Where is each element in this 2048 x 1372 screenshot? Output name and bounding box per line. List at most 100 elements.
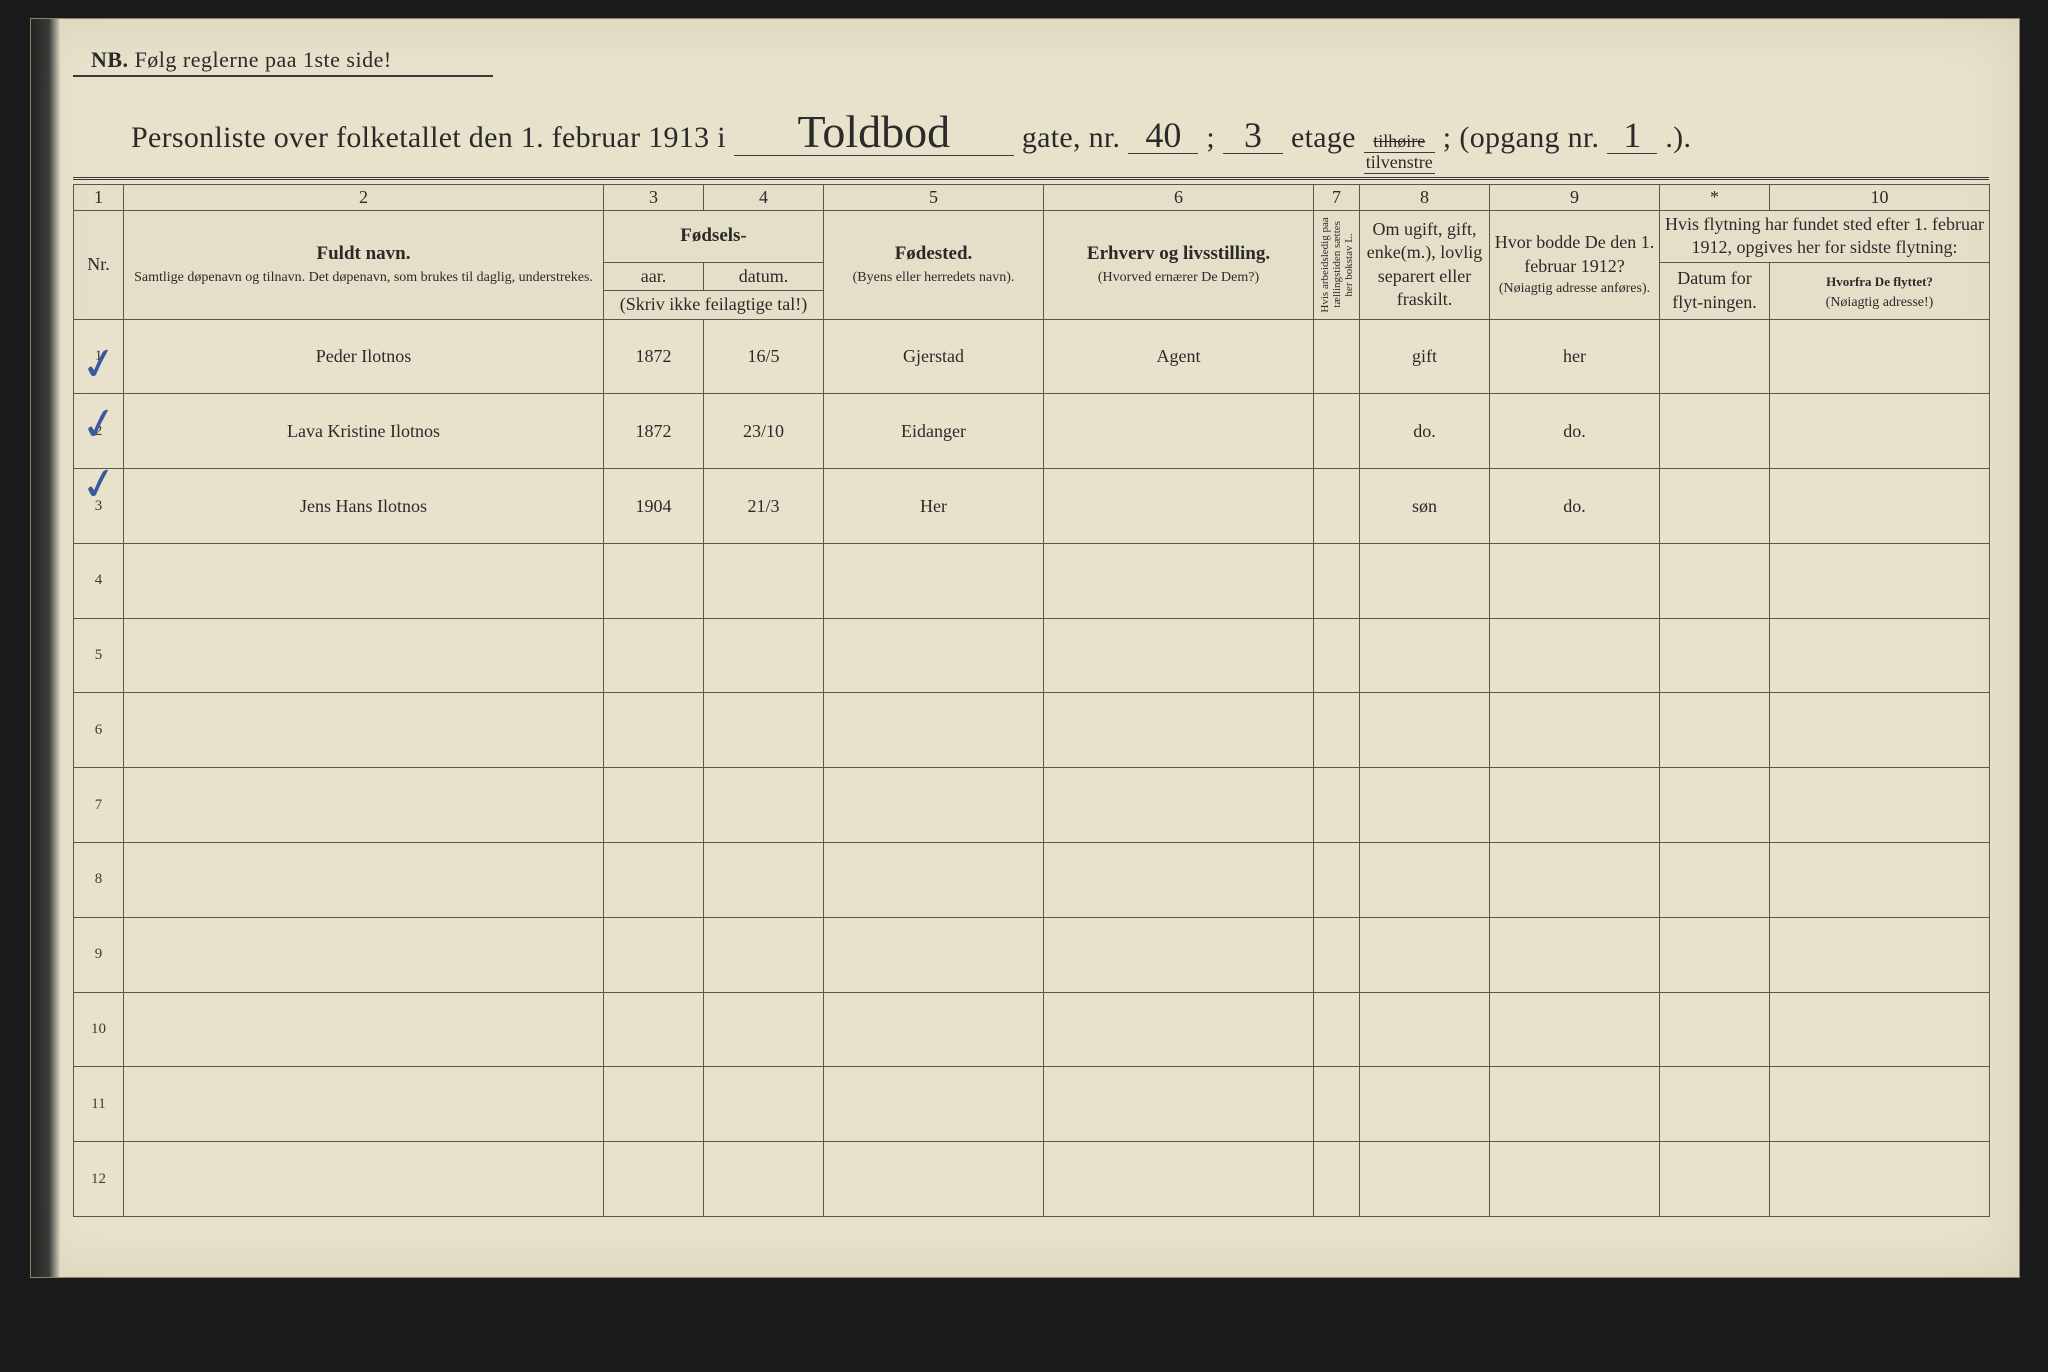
cell: 1 [74,319,124,394]
cell [1490,693,1660,768]
cell [704,843,824,918]
cell [604,917,704,992]
head-skriv-ikke: (Skriv ikke feilagtige tal!) [604,291,824,319]
head-col7: Hvis arbeidsledig paa tællingstiden sætt… [1314,211,1360,320]
cell [1660,543,1770,618]
cell: 4 [74,543,124,618]
cell [1490,1142,1660,1217]
cell [1660,843,1770,918]
cell: Peder Ilotnos [124,319,604,394]
head-erhverv-sub: (Hvorved ernærer De Dem?) [1048,269,1309,287]
cell [1314,469,1360,544]
header-lead: Personliste over folketallet den 1. febr… [131,121,726,155]
cell [604,1067,704,1142]
cell [704,992,824,1067]
cell [824,1067,1044,1142]
cell [704,1142,824,1217]
cell: 10 [74,992,124,1067]
colnum-9: 9 [1490,185,1660,211]
cell [704,1067,824,1142]
cell: gift [1360,319,1490,394]
cell [1770,618,1990,693]
cell: 8 [74,843,124,918]
table-row: 11 [74,1067,1990,1142]
cell [1490,992,1660,1067]
cell [1660,768,1770,843]
cell: 11 [74,1067,124,1142]
census-table-wrap: 1 2 3 4 5 6 7 8 9 * 10 Nr. Fuldt navn. [73,184,1989,1217]
cell [1314,1142,1360,1217]
gate-label: gate, nr. [1022,121,1121,155]
cell: 23/10 [704,394,824,469]
cell [1360,693,1490,768]
cell [1314,917,1360,992]
cell: 2 [74,394,124,469]
table-row: 3Jens Hans Ilotnos190421/3Hersøndo. [74,469,1990,544]
cell [1770,394,1990,469]
cell [1490,1067,1660,1142]
cell [824,618,1044,693]
nb-instruction: NB. Følg reglerne paa 1ste side! [91,47,392,73]
tilvenstre-label: tilvenstre [1364,152,1435,174]
cell [704,543,824,618]
semicolon: ; [1206,121,1215,155]
table-row: 7 [74,768,1990,843]
cell [1314,1067,1360,1142]
head-col10b-sub: (Nøiagtig adresse!) [1774,294,1985,312]
street-name-field: Toldbod [734,109,1014,156]
cell: do. [1360,394,1490,469]
cell [1770,992,1990,1067]
cell: 1872 [604,394,704,469]
head-aar: aar. [604,262,704,290]
cell [1314,768,1360,843]
head-erhverv: Erhverv og livsstilling. (Hvorved ernære… [1044,211,1314,320]
cell [1770,693,1990,768]
head-fodsels-b: Fødsels- [680,225,747,246]
cell [1770,843,1990,918]
table-row: 4 [74,543,1990,618]
cell [1770,917,1990,992]
cell [1044,618,1314,693]
head-datum: datum. [704,262,824,290]
cell: Her [824,469,1044,544]
cell: 12 [74,1142,124,1217]
cell [1770,1142,1990,1217]
head-col9: Hvor bodde De den 1. februar 1912? (Nøia… [1490,211,1660,320]
cell [1044,469,1314,544]
cell [1360,992,1490,1067]
cell [1770,1067,1990,1142]
semicolon2: ; [1443,121,1452,155]
head-col10-top: Hvis flytning har fundet sted efter 1. f… [1660,211,1990,263]
cell [1314,843,1360,918]
nb-bold: NB. [91,47,129,72]
head-col8: Om ugift, gift, enke(m.), lovlig separer… [1360,211,1490,320]
form-header: Personliste over folketallet den 1. febr… [131,109,1979,174]
cell [1360,843,1490,918]
cell [1660,394,1770,469]
cell [124,693,604,768]
opgang-close: .). [1665,121,1691,155]
cell [824,543,1044,618]
table-row: 8 [74,843,1990,918]
head-fodsels: Fødsels- [604,211,824,263]
colnum-star: * [1660,185,1770,211]
cell: Gjerstad [824,319,1044,394]
cell [1490,843,1660,918]
cell [604,768,704,843]
cell [1044,843,1314,918]
head-fodested-sub: (Byens eller herredets navn). [828,269,1039,287]
cell [604,618,704,693]
cell [824,992,1044,1067]
cell [824,693,1044,768]
cell [1360,1142,1490,1217]
cell [1314,618,1360,693]
cell: 6 [74,693,124,768]
cell [1660,319,1770,394]
head-col9-sub: (Nøiagtig adresse anføres). [1494,280,1655,298]
cell [1360,768,1490,843]
colnum-6: 6 [1044,185,1314,211]
table-row: 9 [74,917,1990,992]
cell: Agent [1044,319,1314,394]
colnum-4: 4 [704,185,824,211]
cell [124,917,604,992]
